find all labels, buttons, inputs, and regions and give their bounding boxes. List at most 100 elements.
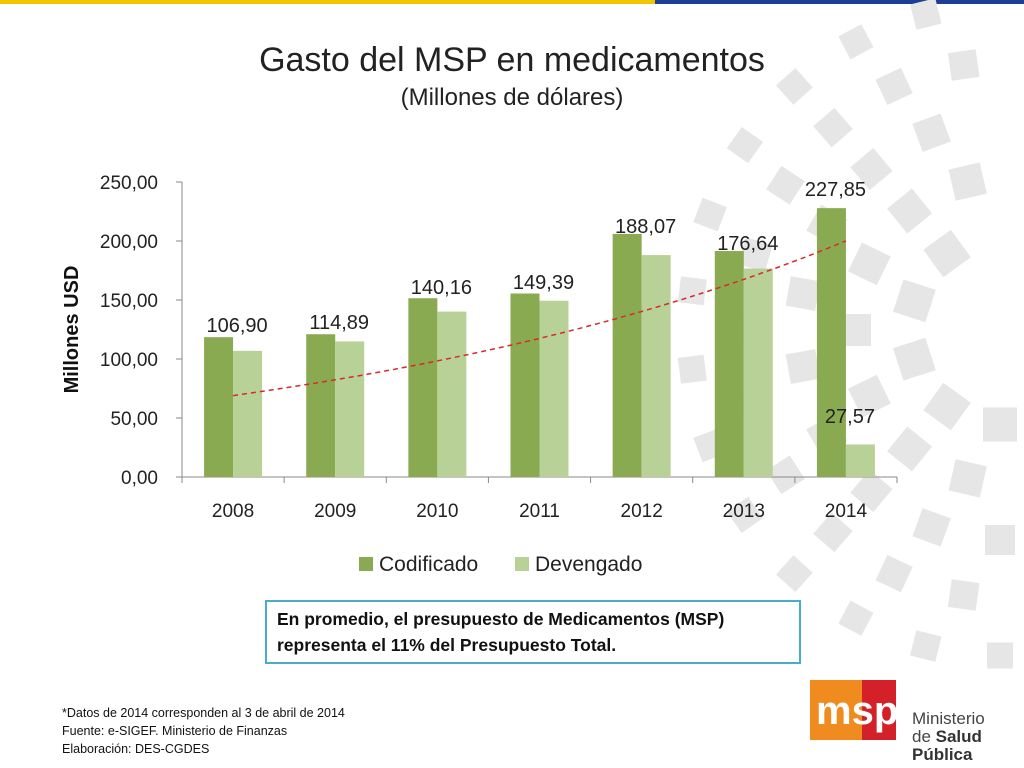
legend-swatch-codificado bbox=[359, 557, 373, 571]
logo-mark-text: msp bbox=[816, 689, 898, 733]
background-tile bbox=[887, 426, 933, 472]
background-tile bbox=[848, 374, 891, 418]
x-tick-label: 2009 bbox=[314, 501, 356, 522]
page-title: Gasto del MSP en medicamentos bbox=[259, 41, 765, 79]
data-label: 140,16 bbox=[411, 277, 472, 299]
x-tick-label: 2008 bbox=[212, 501, 254, 522]
bar-codificado bbox=[612, 233, 642, 477]
footnotes: *Datos de 2014 corresponden al 3 de abri… bbox=[62, 704, 345, 758]
y-tick-label: 0,00 bbox=[121, 468, 158, 489]
y-tick-label: 150,00 bbox=[100, 291, 158, 312]
y-tick-label: 250,00 bbox=[100, 173, 158, 194]
title-block: Gasto del MSP en medicamentos (Millones … bbox=[0, 38, 1024, 114]
logo-line2: de Salud Pública bbox=[912, 728, 1024, 764]
background-tile bbox=[948, 459, 987, 498]
y-tick-label: 50,00 bbox=[110, 409, 158, 430]
x-tick-label: 2014 bbox=[825, 501, 868, 522]
background-tile bbox=[766, 165, 805, 205]
background-tile bbox=[838, 600, 874, 636]
footnote-source: Fuente: e-SIGEF. Ministerio de Finanzas bbox=[62, 724, 288, 738]
bar-devengado bbox=[335, 341, 365, 477]
background-tile bbox=[848, 242, 891, 286]
logo-line2-prefix: de bbox=[912, 727, 936, 746]
top-stripe bbox=[0, 0, 1024, 6]
background-tile bbox=[875, 67, 913, 106]
logo-line1: Ministerio bbox=[912, 709, 985, 728]
y-axis-title: Millones USD bbox=[61, 266, 83, 394]
background-tile bbox=[910, 0, 942, 30]
bar-devengado bbox=[233, 350, 263, 477]
background-tile bbox=[912, 113, 951, 152]
background-tile bbox=[912, 508, 951, 547]
background-tile bbox=[726, 496, 764, 534]
background-tile bbox=[785, 349, 821, 384]
background-tile bbox=[947, 49, 980, 81]
background-tile bbox=[850, 469, 893, 513]
page-subtitle: (Millones de dólares) bbox=[400, 84, 624, 111]
trendline bbox=[232, 240, 847, 397]
background-tile bbox=[737, 237, 773, 272]
bar-devengado bbox=[845, 444, 875, 477]
background-tile bbox=[892, 279, 936, 323]
background-tile bbox=[983, 407, 1017, 442]
data-label: 114,89 bbox=[309, 312, 369, 334]
legend-label-codificado: Codificado bbox=[379, 553, 478, 576]
background-tile bbox=[923, 229, 971, 278]
background-tile bbox=[923, 382, 971, 431]
background-tile bbox=[947, 579, 980, 611]
bar-codificado bbox=[408, 298, 438, 477]
note-text: En promedio, el presupuesto de Medicamen… bbox=[277, 609, 725, 655]
background-tile bbox=[948, 162, 987, 201]
footnote-prepared-by: Elaboración: DES-CGDES bbox=[62, 742, 210, 756]
data-label: 188,07 bbox=[615, 216, 676, 238]
background-tile bbox=[910, 630, 942, 662]
bar-devengado bbox=[743, 268, 773, 477]
bar-codificado bbox=[510, 293, 540, 477]
background-tile bbox=[677, 354, 707, 384]
background-tile bbox=[887, 188, 933, 234]
data-label: 106,90 bbox=[206, 315, 267, 337]
background-tile bbox=[850, 147, 893, 191]
background-tile bbox=[693, 197, 727, 232]
bar-devengado bbox=[539, 300, 569, 477]
bar-codificado bbox=[714, 251, 744, 477]
background-tile bbox=[987, 642, 1013, 669]
msp-logo-icon: msp bbox=[810, 680, 898, 740]
background-tile bbox=[813, 512, 853, 553]
background-tile bbox=[875, 554, 913, 593]
y-tick-label: 100,00 bbox=[100, 350, 158, 371]
footnote-data-date: *Datos de 2014 corresponden al 3 de abri… bbox=[62, 706, 345, 720]
bar-codificado bbox=[204, 337, 234, 477]
background-tile bbox=[892, 337, 936, 381]
data-label: 149,39 bbox=[513, 272, 574, 294]
x-tick-label: 2010 bbox=[416, 501, 458, 522]
background-tile bbox=[726, 126, 764, 164]
stripe-yellow bbox=[0, 0, 655, 4]
legend-swatch-devengado bbox=[515, 557, 529, 571]
background-tile bbox=[813, 107, 853, 148]
data-label: 27,57 bbox=[825, 406, 875, 428]
background-tile bbox=[838, 24, 874, 60]
stripe-blue bbox=[655, 0, 1024, 4]
background-tile bbox=[985, 525, 1015, 555]
background-tile bbox=[785, 276, 821, 311]
bar-codificado bbox=[306, 334, 336, 477]
bar-devengado bbox=[437, 311, 467, 477]
bar-chart: 0,00 50,00 100,00 150,00 200,00 250,00 Millone… bbox=[61, 173, 898, 576]
ministry-logo: msp Ministerio de Salud Pública bbox=[808, 676, 1024, 764]
logo-text: Ministerio de Salud Pública bbox=[912, 710, 1024, 764]
x-tick-label: 2012 bbox=[621, 501, 663, 522]
background-tile bbox=[776, 555, 813, 592]
x-tick-label: 2011 bbox=[519, 501, 560, 522]
bar-devengado bbox=[641, 255, 671, 477]
y-tick-label: 200,00 bbox=[100, 232, 158, 253]
legend-label-devengado: Devengado bbox=[535, 553, 642, 576]
data-label: 227,85 bbox=[805, 179, 866, 201]
x-tick-label: 2013 bbox=[723, 501, 765, 522]
logo-line2-bold: Salud Pública bbox=[912, 727, 982, 764]
data-label: 176,64 bbox=[717, 233, 778, 255]
background-tile bbox=[766, 455, 805, 495]
background-tile bbox=[776, 68, 813, 105]
bar-codificado bbox=[816, 208, 846, 477]
